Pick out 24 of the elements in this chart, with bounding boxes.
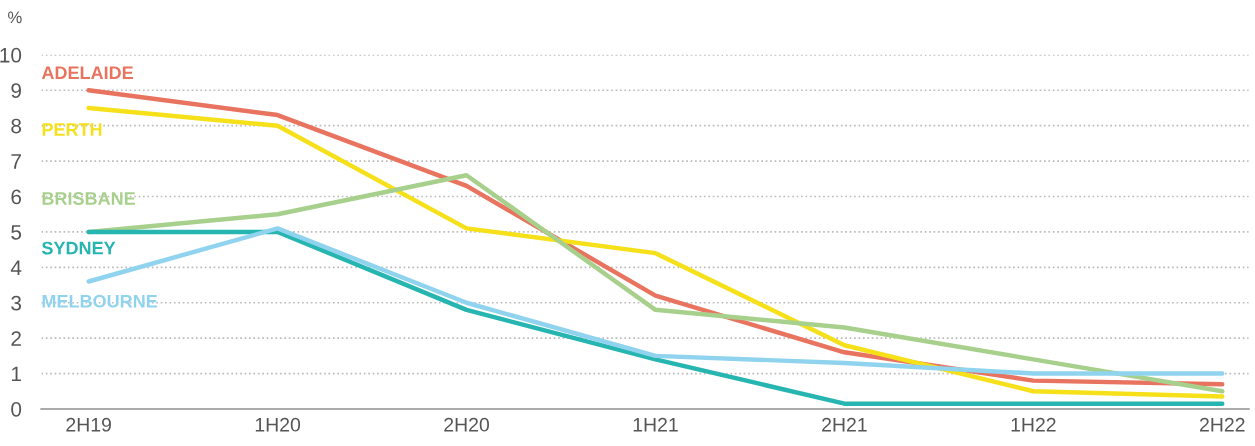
y-tick-label: 0: [11, 401, 22, 417]
y-axis-title: %: [8, 11, 22, 24]
y-tick-label: 2: [11, 331, 21, 346]
x-tick-label: 2H19: [66, 417, 111, 432]
x-tick-label: 2H22: [1200, 417, 1245, 432]
x-tick-label: 2H20: [444, 417, 490, 432]
series-label: BRISBANE: [42, 192, 136, 205]
y-tick-label: 9: [11, 83, 21, 99]
x-tick-label: 1H22: [1011, 417, 1056, 432]
series-label: PERTH: [42, 123, 102, 136]
y-tick-label: 8: [11, 118, 22, 134]
x-tick-label: 1H21: [633, 417, 678, 432]
y-tick-label: 5: [11, 225, 22, 240]
y-tick-label: 1: [11, 366, 21, 382]
y-tick-label: 7: [11, 154, 21, 169]
series-label: SYDNEY: [41, 241, 116, 255]
x-tick-label: 2H21: [822, 417, 867, 432]
y-tick-label: 3: [11, 295, 22, 311]
x-tick-label: 1H20: [255, 417, 301, 432]
series-label: ADELAIDE: [41, 66, 133, 79]
y-tick-label: 4: [10, 260, 22, 275]
y-tick-label: 10: [0, 47, 22, 63]
y-tick-label: 6: [11, 189, 22, 205]
series-label: MELBOURNE: [42, 294, 158, 308]
